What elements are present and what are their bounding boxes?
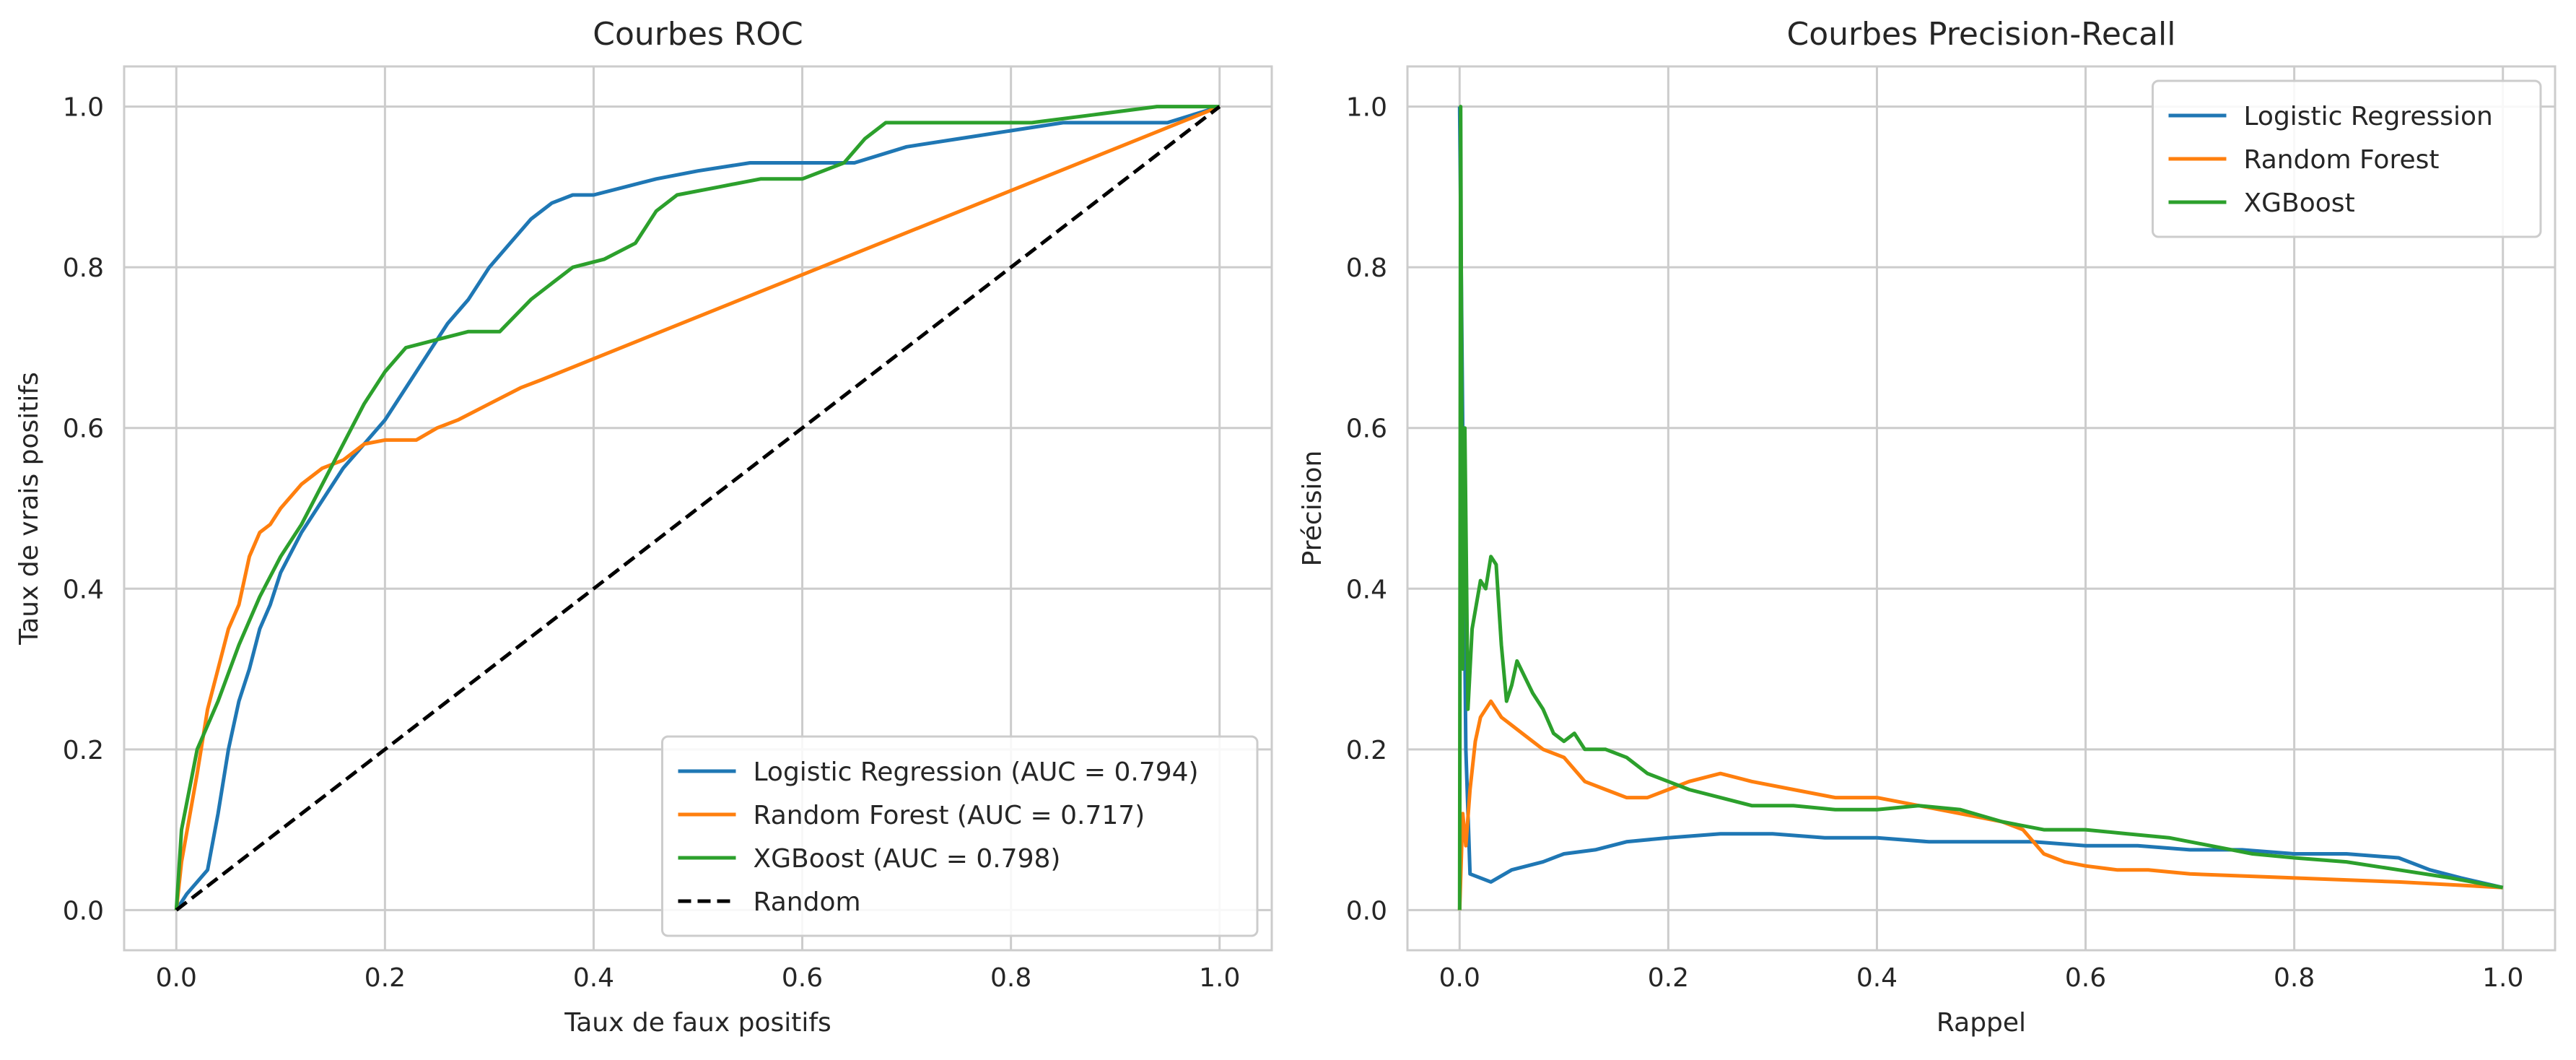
pr-y-tick-label: 0.0 [1346,896,1387,926]
roc-legend-label-4: Random [754,887,861,917]
roc-x-tick-label: 0.6 [782,963,823,993]
pr-tick-labels: 0.0 0.2 0.4 0.6 0.8 1.0 0.0 0.2 0.4 0.6 0.8 1.0 [1346,93,2524,993]
roc-chart-panel: 0.0 0.2 0.4 0.6 0.8 1.0 0.0 0.2 0.4 0.6 0.8 1.0 Cou… [14,16,1273,1038]
pr-y-tick-label: 1.0 [1346,93,1387,123]
pr-x-tick-label: 1.0 [2482,963,2523,993]
roc-y-tick-label: 0.8 [63,253,104,283]
pr-legend: Logistic Regression Random Forest XGBoost [2152,79,2542,238]
pr-legend-box [2152,79,2542,238]
roc-legend-label-2: Random Forest (AUC = 0.717) [754,801,1145,830]
roc-series-line-1 [175,105,1221,911]
roc-x-tick-label: 0.8 [990,963,1031,993]
roc-y-tick-label: 0.0 [63,896,104,926]
pr-series-line-1 [1457,106,2504,890]
roc-series-line-3 [174,105,1220,911]
roc-chart-title: Courbes ROC [593,16,803,53]
roc-tick-labels: 0.0 0.2 0.4 0.6 0.8 1.0 0.0 0.2 0.4 0.6 0.8 1.0 [63,93,1241,993]
roc-y-tick-label: 0.6 [63,414,104,444]
pr-y-axis-label: Précision [1298,451,1327,567]
pr-x-axis-label: Rappel [1937,1008,2026,1038]
pr-x-tick-label: 0.2 [1648,963,1689,993]
pr-series-line-2 [1457,699,2503,911]
roc-series-line-2 [174,105,1221,911]
roc-y-tick-label: 1.0 [63,93,104,123]
roc-x-tick-label: 0.4 [573,963,614,993]
pr-legend-label-2: Random Forest [2244,145,2440,175]
pr-y-tick-label: 0.4 [1346,575,1387,604]
pr-chart-title: Courbes Precision-Recall [1787,16,2176,53]
roc-x-tick-label: 0.0 [156,963,197,993]
pr-legend-label-1: Logistic Regression [2244,102,2493,131]
roc-series-line-4 [175,105,1221,912]
pr-y-tick-label: 0.2 [1346,736,1387,765]
roc-x-tick-label: 0.2 [364,963,406,993]
pr-x-tick-label: 0.0 [1439,963,1480,993]
roc-legend-box [661,735,1259,937]
pr-x-tick-label: 0.8 [2274,963,2315,993]
pr-y-tick-label: 0.6 [1346,414,1387,444]
roc-x-axis-label: Taux de faux positifs [564,1008,831,1038]
pr-legend-label-3: XGBoost [2244,188,2355,218]
roc-y-tick-label: 0.2 [63,736,104,765]
roc-legend: Logistic Regression (AUC = 0.794) Random … [661,735,1259,937]
pr-x-tick-label: 0.4 [1856,963,1898,993]
pr-x-tick-label: 0.6 [2065,963,2106,993]
roc-y-axis-label: Taux de vrais positifs [14,372,44,646]
roc-legend-label-1: Logistic Regression (AUC = 0.794) [754,757,1199,787]
pr-series-lines [1457,105,2504,911]
roc-legend-label-3: XGBoost (AUC = 0.798) [754,844,1061,874]
roc-series-lines [174,105,1221,912]
pr-chart-panel: 0.0 0.2 0.4 0.6 0.8 1.0 0.0 0.2 0.4 0.6 0.8 1.0 Cou… [1298,16,2557,1038]
pr-series-line-3 [1457,105,2504,911]
roc-y-tick-label: 0.4 [63,575,104,604]
pr-y-tick-label: 0.8 [1346,253,1387,283]
roc-x-tick-label: 1.0 [1199,963,1240,993]
